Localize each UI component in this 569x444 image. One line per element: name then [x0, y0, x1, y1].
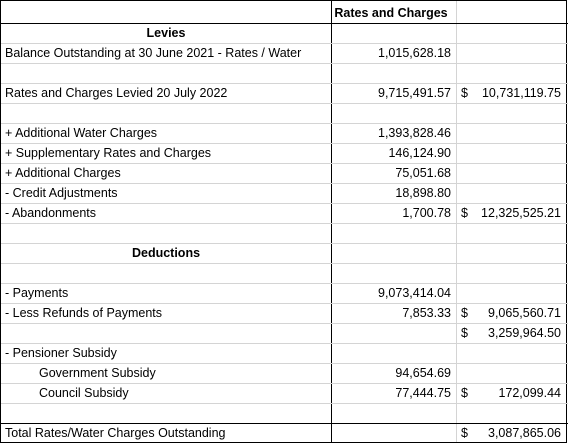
levied-label[interactable]: Rates and Charges Levied 20 July 2022 [5, 86, 228, 100]
credit-value[interactable]: 18,898.80 [395, 186, 451, 200]
table-row [1, 64, 568, 84]
header-underline [1, 23, 568, 24]
table-row: Balance Outstanding at 30 June 2021 - Ra… [1, 44, 568, 64]
aband-label[interactable]: - Abandonments [5, 206, 97, 220]
table-row: Deductions [1, 244, 568, 264]
refunds-total: 9,065,560.71 [488, 306, 561, 320]
dollar-sign: $ [461, 306, 468, 320]
table-row: - Payments 9,073,414.04 [1, 284, 568, 304]
table-row [1, 404, 568, 424]
dollar-sign: $ [461, 206, 468, 220]
table-row: Council Subsidy 77,444.75 $ 172,099.44 [1, 384, 568, 404]
govt-label[interactable]: Government Subsidy [39, 366, 156, 380]
council-total: 172,099.44 [498, 386, 561, 400]
addl-value[interactable]: 75,051.68 [395, 166, 451, 180]
govt-value[interactable]: 94,654.69 [395, 366, 451, 380]
total-rule [1, 423, 568, 424]
pensioner-label[interactable]: - Pensioner Subsidy [5, 346, 117, 360]
table-row [1, 104, 568, 124]
balance-value[interactable]: 1,015,628.18 [378, 46, 451, 60]
levied-total-cell[interactable]: $ 10,731,119.75 [456, 84, 566, 103]
levied-total: 10,731,119.75 [481, 86, 561, 100]
table-row: + Additional Charges 75,051.68 [1, 164, 568, 184]
balance-label[interactable]: Balance Outstanding at 30 June 2021 - Ra… [5, 46, 302, 60]
levies-heading[interactable]: Levies [146, 26, 186, 40]
aband-total: 12,325,525.21 [481, 206, 561, 220]
table-row: Government Subsidy 94,654.69 [1, 364, 568, 384]
refunds-label[interactable]: - Less Refunds of Payments [5, 306, 163, 320]
dollar-sign: $ [461, 426, 468, 440]
addl-label[interactable]: + Additional Charges [5, 166, 121, 180]
water-label[interactable]: + Additional Water Charges [5, 126, 158, 140]
empty-cell[interactable] [456, 64, 566, 83]
table-row: Levies [1, 24, 568, 44]
refunds-total-cell[interactable]: $ 9,065,560.71 [456, 304, 566, 323]
levied-value[interactable]: 9,715,491.57 [378, 86, 451, 100]
subtotal-cell[interactable]: $ 3,259,964.50 [456, 324, 566, 343]
table-row: - Credit Adjustments 18,898.80 [1, 184, 568, 204]
council-label[interactable]: Council Subsidy [39, 386, 129, 400]
table-row: - Abandonments 1,700.78 $ 12,325,525.21 [1, 204, 568, 224]
table-row: - Pensioner Subsidy [1, 344, 568, 364]
table-row [1, 224, 568, 244]
council-value[interactable]: 77,444.75 [395, 386, 451, 400]
table-row: + Additional Water Charges 1,393,828.46 [1, 124, 568, 144]
dollar-sign: $ [461, 326, 468, 340]
water-value[interactable]: 1,393,828.46 [378, 126, 451, 140]
deductions-heading[interactable]: Deductions [131, 246, 201, 260]
header-row: Rates and Charges [1, 1, 568, 24]
table-row: Rates and Charges Levied 20 July 2022 9,… [1, 84, 568, 104]
dollar-sign: $ [461, 86, 468, 100]
subtotal: 3,259,964.50 [488, 326, 561, 340]
final-label[interactable]: Total Rates/Water Charges Outstanding [5, 426, 226, 440]
supp-label[interactable]: + Supplementary Rates and Charges [5, 146, 212, 160]
table-row: - Less Refunds of Payments 7,853.33 $ 9,… [1, 304, 568, 324]
column-divider-1 [331, 1, 332, 442]
table-row [1, 264, 568, 284]
final-total-cell[interactable]: $ 3,087,865.06 [456, 424, 566, 443]
council-total-cell[interactable]: $ 172,099.44 [456, 384, 566, 403]
total-row: Total Rates/Water Charges Outstanding $ … [1, 424, 568, 444]
aband-value[interactable]: 1,700.78 [402, 206, 451, 220]
table-row: + Supplementary Rates and Charges 146,12… [1, 144, 568, 164]
aband-total-cell[interactable]: $ 12,325,525.21 [456, 204, 566, 223]
final-total: 3,087,865.06 [488, 426, 561, 440]
supp-value[interactable]: 146,124.90 [388, 146, 451, 160]
refunds-value[interactable]: 7,853.33 [402, 306, 451, 320]
credit-label[interactable]: - Credit Adjustments [5, 186, 118, 200]
dollar-sign: $ [461, 386, 468, 400]
payments-label[interactable]: - Payments [5, 286, 69, 300]
column-divider-2 [456, 1, 457, 442]
payments-value[interactable]: 9,073,414.04 [378, 286, 451, 300]
table-row: $ 3,259,964.50 [1, 324, 568, 344]
column-header-rates-and-charges[interactable]: Rates and Charges [334, 6, 448, 20]
